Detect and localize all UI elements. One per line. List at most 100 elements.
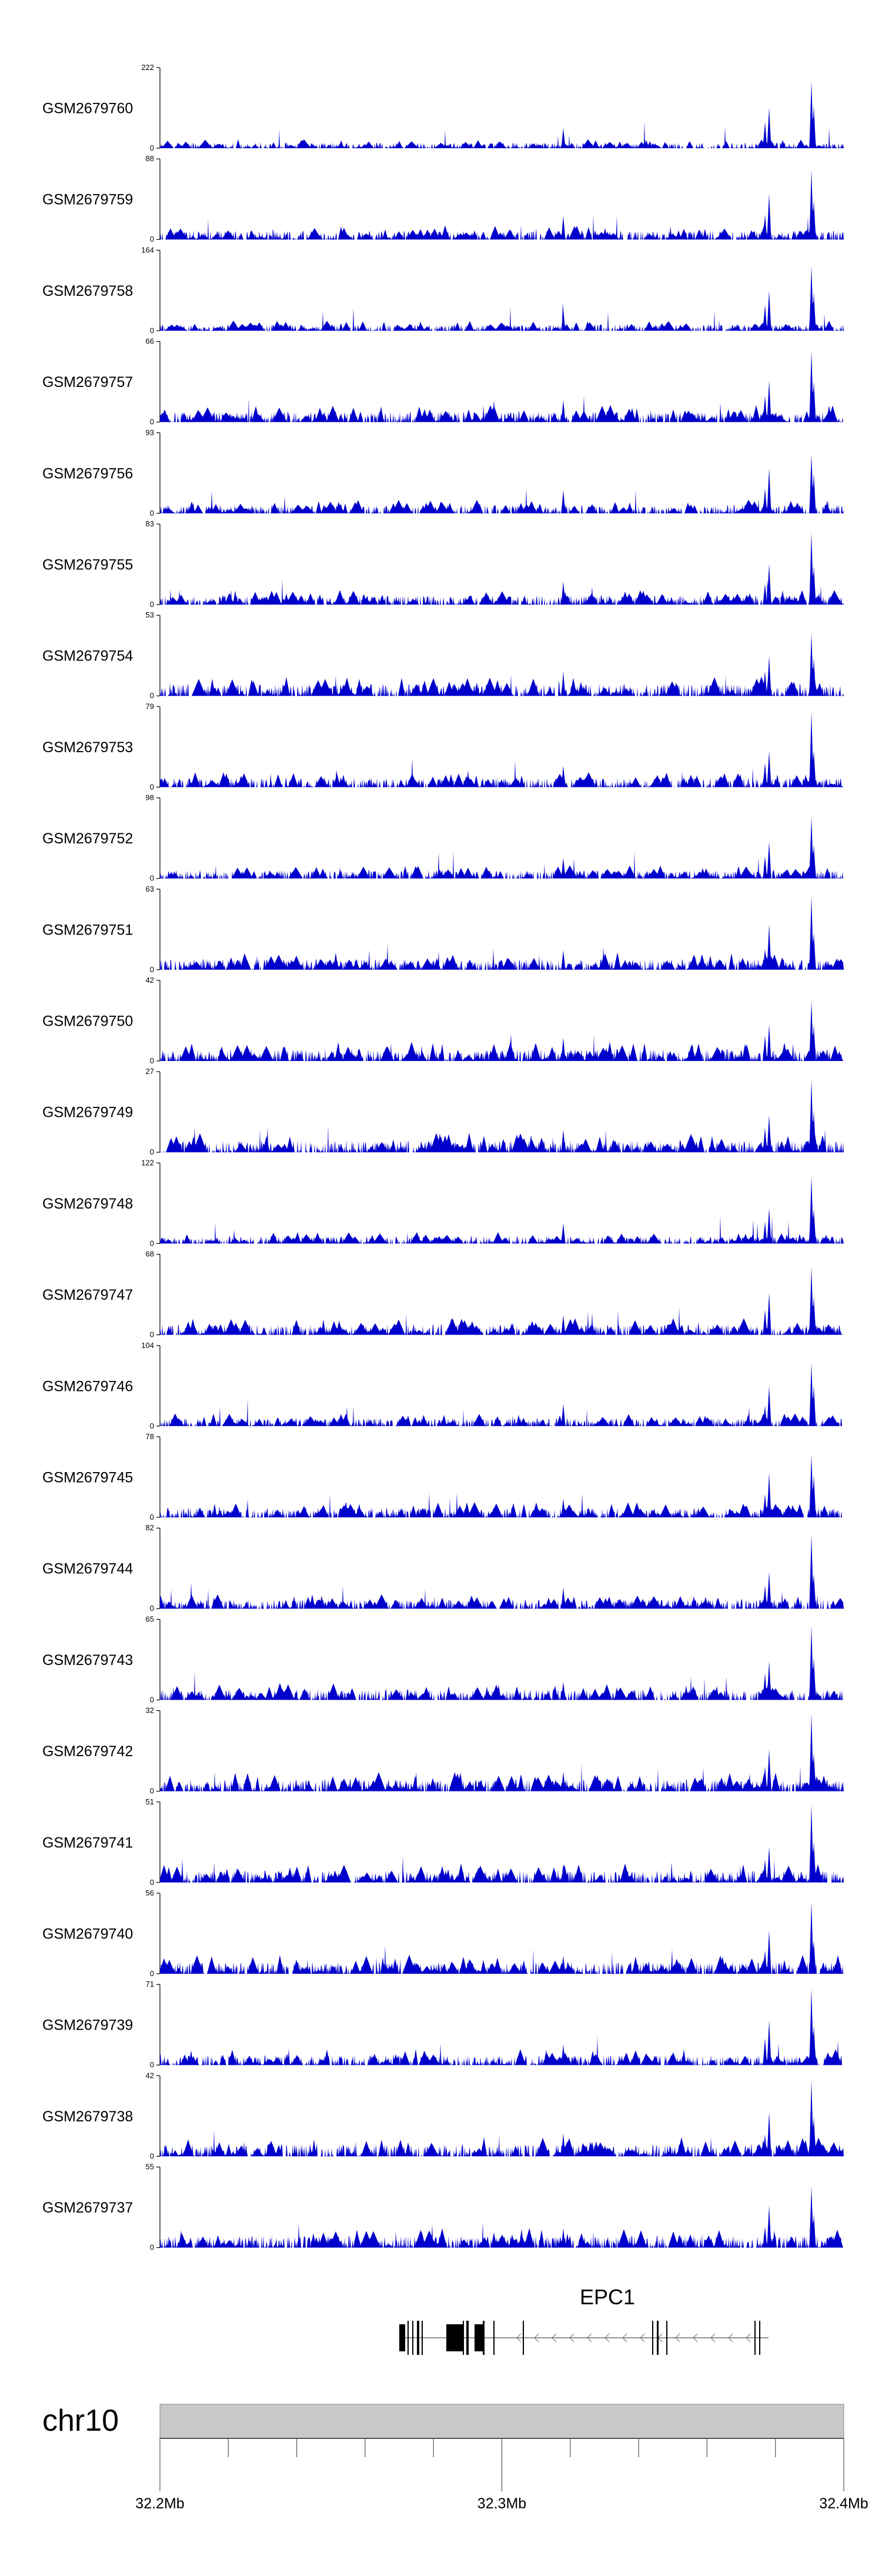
track-GSM2679737: GSM2679737 55 0 [42,2163,844,2252]
coverage-area [160,711,844,788]
track-label: GSM2679752 [42,830,133,847]
y-min-label: 0 [150,691,154,700]
gene-exon [399,2324,406,2351]
y-max-label: 63 [146,885,154,893]
gene-exon [657,2321,659,2355]
coverage-area [160,1363,844,1426]
gene-annotation-track: EPC1 [399,2285,769,2355]
strand-chevron [728,2333,733,2343]
track-label: GSM2679741 [42,1834,133,1851]
strand-chevron [552,2333,557,2343]
coverage-area [160,532,844,605]
gene-name-label: EPC1 [580,2285,635,2309]
gene-exon [412,2321,414,2355]
chromosome-label: chr10 [42,2404,119,2438]
x-tick-label: 32.4Mb [819,2495,868,2512]
track-label: GSM2679746 [42,1378,133,1394]
coverage-area [160,1176,844,1244]
gene-exon [493,2321,495,2355]
track-GSM2679757: GSM2679757 66 0 [42,337,844,426]
gene-exon [463,2321,465,2355]
coverage-area [160,1079,844,1153]
gene-exon [666,2321,668,2355]
y-min-label: 0 [150,1604,154,1613]
track-GSM2679746: GSM2679746 104 0 [42,1341,844,1430]
track-label: GSM2679751 [42,922,133,938]
y-min-label: 0 [150,1330,154,1339]
coverage-area [160,1454,844,1517]
coverage-area [160,1901,844,1974]
track-label: GSM2679740 [42,1926,133,1943]
strand-chevron [569,2333,574,2343]
y-min-label: 0 [150,1787,154,1796]
y-min-label: 0 [150,1056,154,1065]
y-max-label: 83 [146,519,154,528]
coverage-area [160,81,844,148]
gene-exon [754,2321,756,2355]
y-max-label: 93 [146,428,154,437]
coverage-area [160,817,844,879]
y-max-label: 164 [141,245,154,254]
y-min-label: 0 [150,874,154,883]
y-min-label: 0 [150,2060,154,2069]
track-GSM2679749: GSM2679749 27 0 [42,1067,844,1156]
coverage-area [160,633,844,696]
track-label: GSM2679745 [42,1470,133,1486]
track-GSM2679750: GSM2679750 42 0 [42,976,844,1065]
y-max-label: 79 [146,702,154,710]
track-GSM2679741: GSM2679741 51 0 [42,1797,844,1887]
track-GSM2679754: GSM2679754 53 0 [42,610,844,700]
track-label: GSM2679759 [42,192,133,208]
coverage-area [160,1626,844,1700]
y-max-label: 71 [146,1980,154,1988]
gene-exon [417,2321,420,2355]
y-max-label: 56 [146,1888,154,1897]
strand-chevron [693,2333,698,2343]
coverage-area [160,1267,844,1335]
track-label: GSM2679758 [42,283,133,299]
coverage-area [160,1804,844,1883]
y-max-label: 27 [146,1067,154,1076]
track-label: GSM2679750 [42,1013,133,1030]
track-label: GSM2679737 [42,2200,133,2216]
gene-exon [523,2321,524,2355]
y-max-label: 82 [146,1523,154,1532]
coverage-area [160,896,844,970]
coverage-area [160,454,844,513]
track-GSM2679743: GSM2679743 65 0 [42,1614,844,1704]
y-max-label: 66 [146,337,154,346]
track-label: GSM2679749 [42,1105,133,1121]
gene-exon [483,2321,485,2355]
coverage-area [160,1000,844,1061]
coverage-area [160,350,844,422]
y-min-label: 0 [150,1513,154,1521]
chromosome-axis-track: chr10 32.2Mb 32.3Mb 32.4Mb [42,2404,868,2512]
y-min-label: 0 [150,509,154,518]
track-GSM2679755: GSM2679755 83 0 [42,519,844,609]
track-label: GSM2679748 [42,1196,133,1212]
track-GSM2679760: GSM2679760 222 0 [42,63,844,152]
coverage-area [160,169,844,240]
y-max-label: 104 [141,1341,154,1350]
y-max-label: 88 [146,154,154,163]
track-GSM2679742: GSM2679742 32 0 [42,1706,844,1796]
y-min-label: 0 [150,1695,154,1704]
chromosome-band [159,2404,844,2439]
y-max-label: 68 [146,1250,154,1259]
track-label: GSM2679738 [42,2108,133,2125]
track-label: GSM2679743 [42,1652,133,1669]
track-GSM2679751: GSM2679751 63 0 [42,885,844,974]
y-min-label: 0 [150,965,154,974]
y-min-label: 0 [150,1147,154,1156]
track-GSM2679758: GSM2679758 164 0 [42,245,844,335]
gene-exon [652,2321,654,2355]
strand-chevron [516,2333,522,2343]
y-min-label: 0 [150,1969,154,1978]
y-min-label: 0 [150,782,154,791]
coverage-area [160,1713,844,1791]
track-GSM2679744: GSM2679744 82 0 [42,1523,844,1613]
gene-exon [446,2324,465,2351]
y-max-label: 222 [141,63,154,72]
track-label: GSM2679756 [42,465,133,482]
